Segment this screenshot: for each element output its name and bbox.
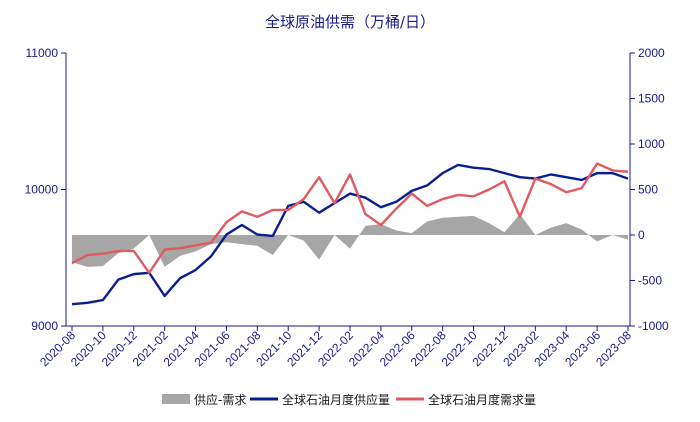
legend: 供应-需求 全球石油月度供应量 全球石油月度需求量 [162, 392, 536, 407]
right-tick-label-6: 2000 [638, 46, 665, 60]
right-tick-label-5: 1500 [638, 92, 665, 106]
chart-title: 全球原油供需（万桶/日） [265, 13, 435, 31]
series-line-2 [71, 162, 629, 274]
right-tick-label-1: -500 [638, 274, 662, 288]
legend-swatch-0 [162, 394, 190, 404]
right-tick-label-4: 1000 [638, 137, 665, 151]
lines-layer [71, 162, 629, 306]
right-tick-label-0: -1000 [638, 319, 669, 333]
right-tick-label-2: 0 [638, 228, 645, 242]
legend-label-0: 供应-需求 [194, 392, 246, 407]
area-layer [72, 214, 628, 267]
left-tick-label-0: 9000 [31, 319, 58, 333]
right-tick-label-3: 500 [638, 183, 658, 197]
legend-label-1: 全球石油月度供应量 [282, 392, 390, 407]
legend-label-2: 全球石油月度需求量 [428, 392, 536, 407]
series-area-0 [72, 214, 628, 267]
left-tick-label-1: 10000 [25, 183, 59, 197]
axes-layer: 90001000011000-1000-50005001000150020002… [25, 46, 669, 369]
left-tick-label-2: 11000 [26, 46, 59, 60]
